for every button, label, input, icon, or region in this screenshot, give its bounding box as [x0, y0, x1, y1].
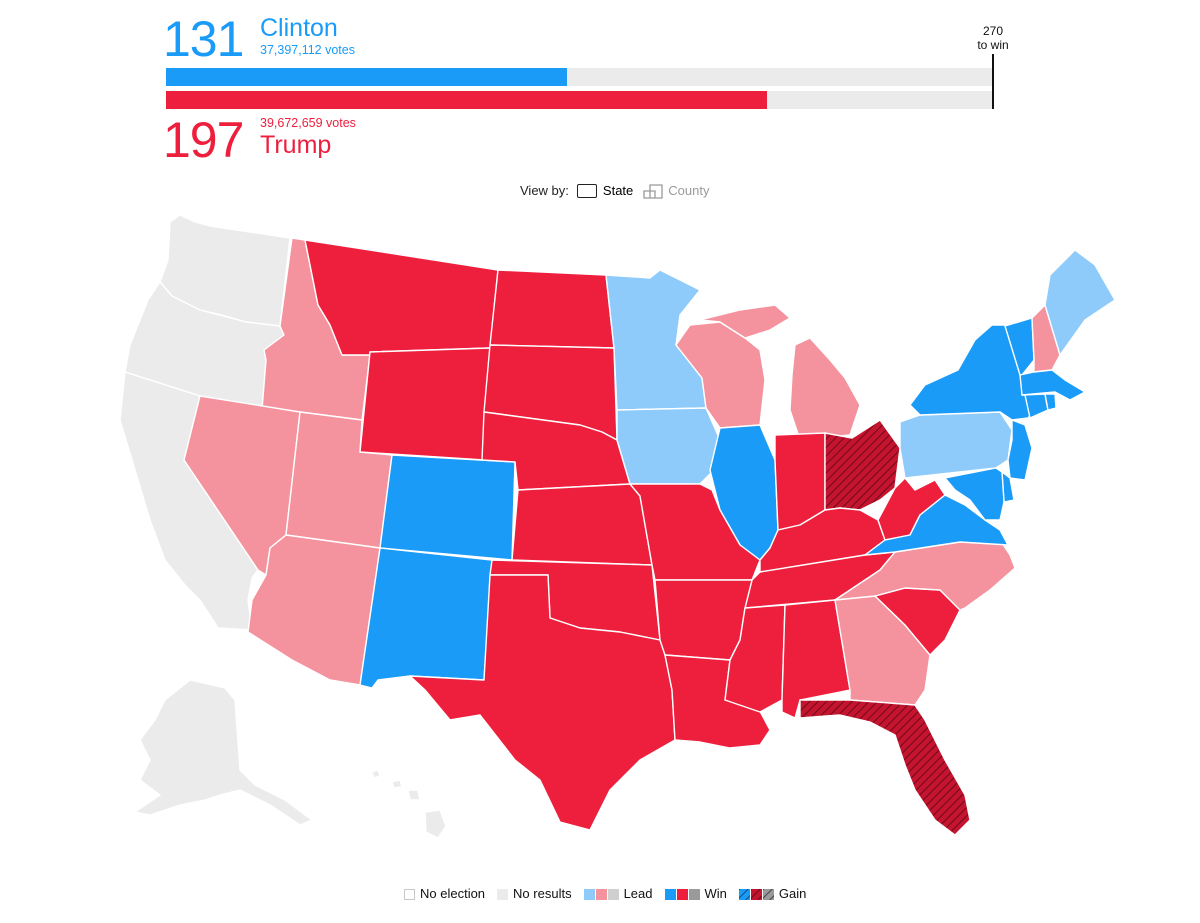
- trump-name: Trump: [260, 131, 332, 159]
- state-ak[interactable]: [134, 679, 313, 826]
- legend-swatch-dem-gain: [738, 888, 750, 900]
- view-by-label: View by:: [520, 183, 569, 198]
- clinton-name: Clinton: [260, 14, 338, 42]
- state-ks[interactable]: [511, 483, 653, 566]
- legend-swatch-rep-gain: [750, 888, 762, 900]
- legend-no-election: No election: [404, 885, 485, 903]
- legend-no-election-label: No election: [420, 886, 486, 901]
- legend-swatch-rep-lead: [595, 888, 607, 900]
- trump-electoral-votes: 197: [163, 112, 244, 168]
- state-view-icon: [576, 184, 597, 198]
- threshold-text: to win: [977, 38, 1009, 52]
- state-va[interactable]: [864, 494, 1009, 556]
- legend-gain: Gain: [738, 885, 807, 903]
- state-hi[interactable]: [371, 769, 447, 839]
- clinton-bar-fill: [166, 68, 567, 86]
- state-fl[interactable]: [799, 699, 971, 836]
- legend-win: Win: [664, 885, 727, 903]
- state-co[interactable]: [379, 454, 516, 561]
- legend-swatch-no-election: [404, 888, 415, 900]
- state-md[interactable]: [944, 467, 1005, 521]
- legend-swatch-dem-lead: [583, 888, 595, 900]
- view-by-county-label: County: [668, 183, 710, 198]
- legend-swatch-rep-win: [676, 888, 688, 900]
- clinton-electoral-votes: 131: [163, 11, 244, 67]
- legend-swatch-no-results: [497, 888, 509, 900]
- trump-popular-votes: 39,672,659 votes: [260, 116, 356, 130]
- legend-win-label: Win: [704, 886, 727, 901]
- threshold-line: [992, 54, 994, 109]
- threshold-label: 270 to win: [955, 24, 1031, 52]
- view-by-state-option[interactable]: State: [576, 182, 634, 200]
- trump-bar-track: [166, 91, 994, 109]
- legend-swatch-other-win: [688, 888, 700, 900]
- state-ia[interactable]: [616, 407, 721, 485]
- clinton-bar-track: [166, 68, 994, 86]
- state-mi[interactable]: [699, 304, 861, 441]
- state-wy[interactable]: [359, 347, 491, 461]
- view-by-county-option[interactable]: County: [643, 182, 709, 200]
- trump-bar-fill: [166, 91, 767, 109]
- legend-lead-label: Lead: [623, 886, 653, 901]
- view-by-state-label: State: [602, 183, 634, 198]
- map-legend: No election No results Lead Win Gain: [404, 885, 818, 903]
- clinton-popular-votes: 37,397,112 votes: [260, 43, 355, 57]
- legend-swatch-other-gain: [762, 888, 774, 900]
- view-by-toggle: View by: State County: [520, 182, 719, 200]
- state-nj[interactable]: [1007, 419, 1033, 481]
- legend-lead: Lead: [583, 885, 653, 903]
- state-vt[interactable]: [1004, 317, 1035, 376]
- state-me[interactable]: [1044, 249, 1116, 356]
- state-nm[interactable]: [359, 547, 493, 689]
- state-mo[interactable]: [629, 483, 761, 581]
- state-ri[interactable]: [1044, 393, 1057, 411]
- state-ct[interactable]: [1021, 393, 1049, 419]
- state-nd[interactable]: [489, 269, 615, 349]
- legend-swatch-other-lead: [607, 888, 619, 900]
- legend-no-results: No results: [497, 885, 572, 903]
- threshold-number: 270: [982, 24, 1004, 38]
- legend-no-results-label: No results: [513, 886, 572, 901]
- legend-gain-label: Gain: [778, 886, 807, 901]
- state-tx[interactable]: [409, 574, 676, 831]
- legend-swatch-dem-win: [664, 888, 676, 900]
- county-view-icon: [643, 183, 663, 199]
